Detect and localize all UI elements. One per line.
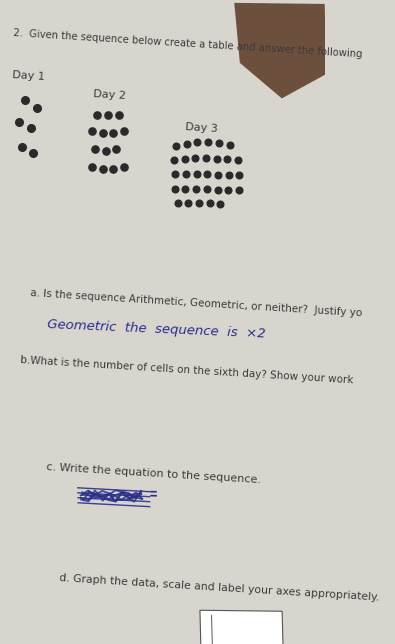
- Polygon shape: [200, 611, 284, 644]
- Text: 2.  Given the sequence below create a table and answer the following: 2. Given the sequence below create a tab…: [13, 28, 363, 59]
- Text: d. Graph the data, scale and label your axes appropriately.: d. Graph the data, scale and label your …: [59, 573, 380, 602]
- Text: Day 1: Day 1: [11, 70, 45, 82]
- Text: b.What is the number of cells on the sixth day? Show your work: b.What is the number of cells on the six…: [20, 355, 354, 386]
- Text: Day 2: Day 2: [92, 89, 126, 101]
- Text: c. Write the equation to the sequence.: c. Write the equation to the sequence.: [46, 462, 261, 486]
- Polygon shape: [234, 3, 326, 99]
- Text: Day 3: Day 3: [185, 122, 218, 134]
- Text: a. Is the sequence Arithmetic, Geometric, or neither?  Justify yo: a. Is the sequence Arithmetic, Geometric…: [30, 289, 363, 319]
- Text: Geometric  the  sequence  is  ×2: Geometric the sequence is ×2: [47, 319, 266, 341]
